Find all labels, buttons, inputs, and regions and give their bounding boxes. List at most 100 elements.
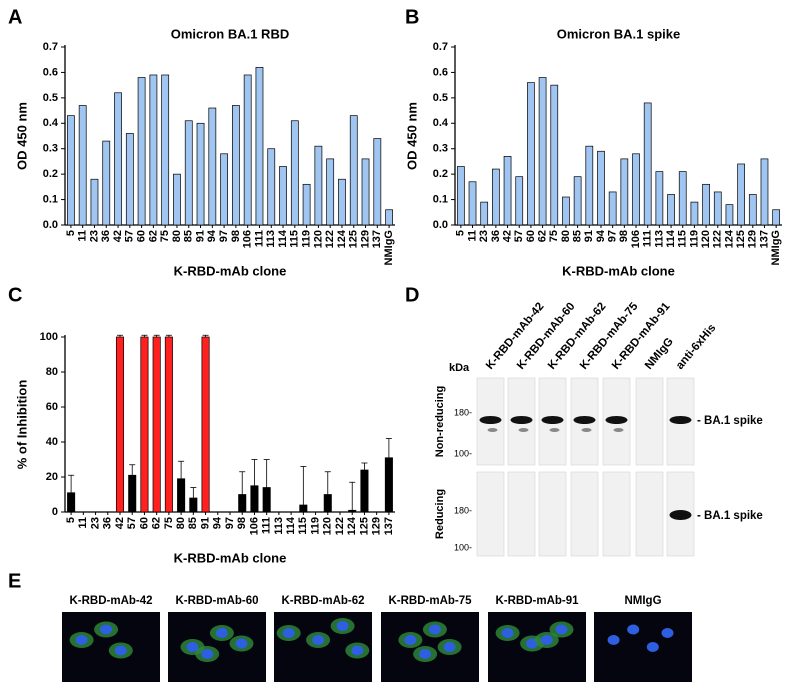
blot-band: [605, 416, 628, 424]
x-tick-label: 11: [466, 230, 478, 242]
x-tick-label: 111: [261, 517, 273, 534]
x-tick-label: 106: [630, 230, 642, 248]
x-tick-label: 129: [371, 517, 383, 535]
x-tick-label: 124: [723, 229, 735, 248]
x-tick-label: 114: [277, 229, 289, 248]
y-tick-label: 0.5: [433, 92, 448, 104]
bar: [538, 77, 547, 226]
x-tick-label: 106: [248, 517, 260, 535]
x-tick-label: 122: [324, 230, 336, 248]
bar: [349, 115, 358, 226]
bar: [152, 336, 161, 513]
bar: [125, 133, 134, 226]
lane-label: K-RBD-mAb-62: [546, 301, 609, 372]
x-tick-label: 119: [301, 230, 313, 248]
panel-letter: A: [8, 6, 22, 28]
bar: [267, 148, 276, 226]
nucleus: [282, 628, 295, 638]
bar: [238, 494, 247, 513]
bar: [196, 122, 205, 226]
bar: [302, 183, 311, 226]
bar: [492, 168, 500, 226]
x-tick-label: 85: [572, 230, 584, 242]
y-tick-label: 40: [46, 436, 58, 448]
bar: [655, 171, 664, 226]
bar: [279, 166, 287, 226]
nucleus: [201, 649, 214, 659]
nucleus: [540, 635, 553, 645]
image-label: NMIgG: [624, 595, 661, 607]
x-tick-label: 94: [595, 229, 607, 242]
bar: [137, 77, 146, 226]
nucleus: [607, 635, 620, 645]
bar: [243, 74, 252, 226]
y-tick-label: 0.3: [433, 143, 448, 155]
bar: [597, 150, 605, 226]
x-tick-label: 5: [65, 230, 77, 236]
blot-band-faint: [487, 428, 498, 432]
x-tick-label: 106: [242, 230, 254, 248]
y-axis-label: OD 450 nm: [14, 102, 29, 170]
x-tick-label: 125: [735, 230, 747, 248]
x-tick-label: 119: [688, 230, 700, 248]
chart-title: Omicron BA.1 RBD: [171, 26, 289, 41]
bar: [299, 504, 308, 513]
x-tick-label: 85: [183, 230, 195, 242]
bar: [161, 74, 170, 226]
x-tick-label: 124: [346, 516, 358, 535]
bar: [326, 158, 335, 226]
blot-lane: [602, 471, 631, 557]
nucleus: [428, 624, 441, 635]
bar: [702, 183, 710, 226]
x-tick-label: 122: [334, 517, 346, 535]
kda-marker: 100-: [454, 448, 472, 458]
bar: [128, 474, 137, 513]
x-tick-label: 85: [187, 517, 199, 529]
x-tick-label: 94: [206, 229, 218, 242]
x-tick-label: 115: [677, 230, 689, 248]
bar: [220, 153, 228, 226]
x-tick-label: 23: [478, 230, 490, 242]
bar: [360, 469, 369, 513]
kda-marker: 180-: [454, 407, 472, 417]
nucleus: [100, 624, 113, 635]
x-tick-label: 11: [77, 517, 89, 529]
blot-band: [669, 510, 692, 520]
nucleus: [501, 628, 514, 638]
y-tick-label: 0.4: [43, 117, 59, 129]
x-tick-label: NMIgG: [383, 230, 395, 265]
bar: [748, 194, 757, 226]
x-tick-label: 124: [336, 229, 348, 248]
bar: [262, 487, 271, 513]
y-tick-label: 0.5: [43, 92, 58, 104]
x-tick-label: 120: [312, 230, 324, 248]
bar: [114, 92, 122, 226]
image-label: K-RBD-mAb-91: [495, 595, 579, 607]
bar: [690, 201, 699, 226]
blot-lane: [507, 471, 536, 557]
image-label: K-RBD-mAb-60: [175, 595, 258, 607]
x-tick-label: 57: [126, 517, 138, 529]
bar: [667, 194, 675, 226]
image-label: K-RBD-mAb-42: [69, 595, 152, 607]
nucleus: [186, 642, 199, 652]
lane-label: K-RBD-mAb-75: [578, 300, 641, 372]
x-tick-label: 113: [273, 517, 285, 535]
x-tick-label: 114: [665, 229, 677, 248]
x-tick-label: 91: [199, 517, 211, 529]
x-tick-label: 75: [548, 230, 560, 242]
lane-label: K-RBD-mAb-91: [610, 300, 673, 372]
x-tick-label: 75: [159, 230, 171, 242]
x-tick-label: 137: [371, 230, 383, 248]
y-tick-label: 0.4: [433, 117, 449, 129]
x-tick-label: 98: [230, 230, 242, 242]
bar: [90, 178, 99, 226]
bar: [232, 105, 240, 226]
x-tick-label: 129: [359, 230, 371, 248]
chart-title: Omicron BA.1 spike: [557, 26, 681, 41]
bar: [208, 107, 217, 226]
x-tick-label: 115: [297, 517, 309, 535]
y-tick-label: 0.0: [43, 219, 58, 231]
x-tick-label: 62: [151, 517, 163, 529]
y-tick-label: 0.1: [433, 193, 448, 205]
